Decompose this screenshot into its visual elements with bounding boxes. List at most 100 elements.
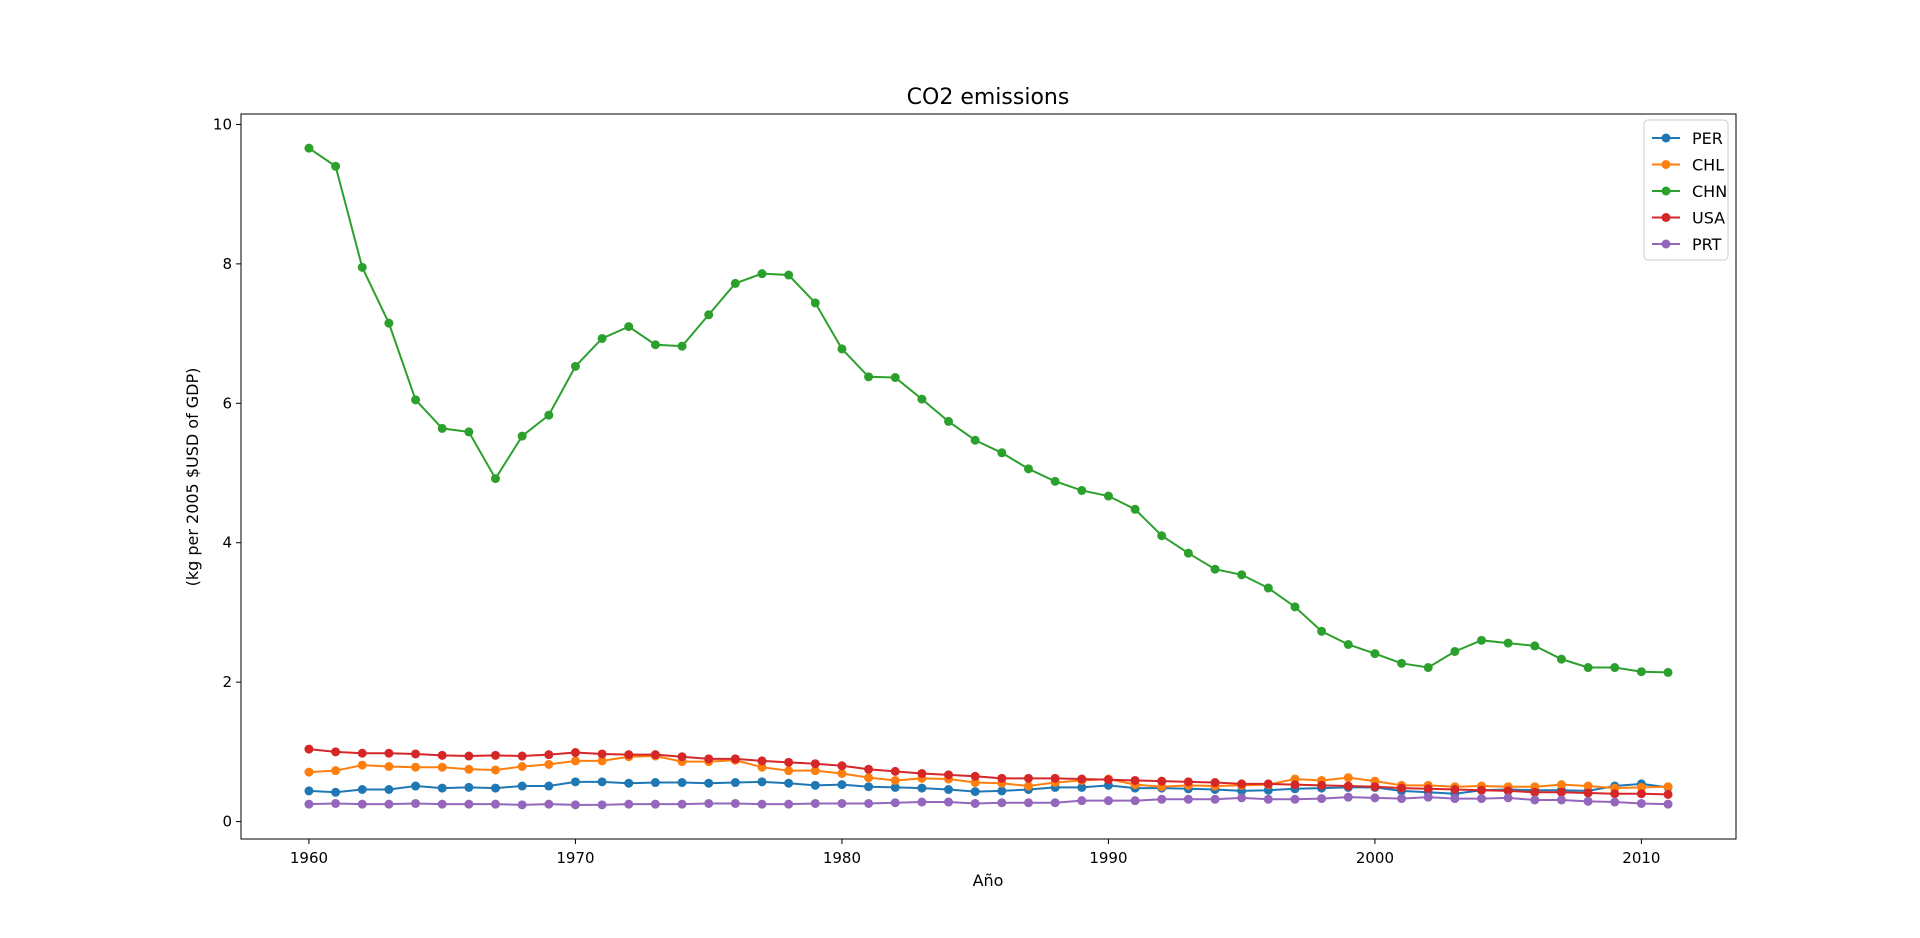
data-point-chn <box>490 474 500 484</box>
data-point-chn <box>624 322 634 332</box>
data-point-chn <box>1210 564 1220 574</box>
data-point-chn <box>384 318 394 328</box>
data-point-chl <box>970 778 980 788</box>
legend-label: PRT <box>1692 235 1722 254</box>
data-point-chl <box>490 765 500 775</box>
data-point-chl <box>464 764 474 774</box>
data-point-chn <box>357 262 367 272</box>
x-tick-label: 1980 <box>823 849 861 867</box>
data-point-chl <box>1556 780 1566 790</box>
data-point-prt <box>757 799 767 809</box>
data-point-per <box>704 778 714 788</box>
data-point-chn <box>1263 583 1273 593</box>
data-point-chl <box>357 760 367 770</box>
data-point-prt <box>517 800 527 810</box>
data-point-usa <box>1610 789 1620 799</box>
x-tick-label: 2010 <box>1622 849 1660 867</box>
data-point-prt <box>331 798 341 808</box>
series-layer <box>304 143 1673 810</box>
data-point-usa <box>784 757 794 767</box>
legend-item: CHL <box>1652 156 1724 175</box>
data-point-prt <box>1237 793 1247 803</box>
data-point-chn <box>917 394 927 404</box>
data-point-chl <box>304 767 314 777</box>
data-point-per <box>597 777 607 787</box>
data-point-chl <box>1636 782 1646 792</box>
data-point-prt <box>1103 796 1113 806</box>
data-point-prt <box>997 798 1007 808</box>
data-point-usa <box>570 748 580 758</box>
data-point-per <box>304 786 314 796</box>
data-point-prt <box>704 798 714 808</box>
data-point-chn <box>890 373 900 383</box>
data-point-chn <box>1290 602 1300 612</box>
data-point-prt <box>437 799 447 809</box>
data-point-per <box>384 785 394 795</box>
data-point-chl <box>437 762 447 772</box>
data-point-chn <box>1423 663 1433 673</box>
data-point-chn <box>1477 635 1487 645</box>
series-line-per <box>308 780 1669 795</box>
data-point-usa <box>597 749 607 759</box>
data-point-per <box>437 783 447 793</box>
x-tick-label: 1960 <box>290 849 328 867</box>
data-point-chn <box>1530 641 1540 651</box>
data-point-prt <box>677 799 687 809</box>
data-point-chn <box>650 340 660 350</box>
x-tick-label: 1970 <box>556 849 594 867</box>
y-tick-label: 6 <box>222 394 232 412</box>
data-point-usa <box>357 748 367 758</box>
data-point-usa <box>1530 787 1540 797</box>
data-point-chn <box>1397 658 1407 668</box>
series-usa <box>304 744 1673 799</box>
data-point-chl <box>864 773 874 783</box>
data-point-per <box>411 781 421 791</box>
data-point-usa <box>970 771 980 781</box>
series-prt <box>304 792 1673 810</box>
data-point-chn <box>464 427 474 437</box>
data-point-usa <box>437 750 447 760</box>
data-point-usa <box>304 744 314 754</box>
data-point-prt <box>1263 794 1273 804</box>
x-tick-label: 1990 <box>1089 849 1127 867</box>
data-point-chl <box>384 762 394 771</box>
data-point-chn <box>1636 667 1646 677</box>
data-point-usa <box>1556 787 1566 797</box>
data-point-usa <box>704 754 714 764</box>
data-point-chn <box>1343 640 1353 650</box>
y-axis-ticks: 0 2 4 6 8 10 <box>213 115 241 831</box>
data-point-usa <box>1263 779 1273 789</box>
data-point-chl <box>570 756 580 766</box>
x-axis-label: Año <box>973 871 1004 890</box>
data-point-prt <box>1477 794 1487 804</box>
legend-item: PRT <box>1652 235 1722 254</box>
data-point-usa <box>1317 780 1327 790</box>
x-tick-label: 2000 <box>1356 849 1394 867</box>
data-point-per <box>784 778 794 788</box>
data-point-usa <box>864 764 874 774</box>
data-point-usa <box>1183 777 1193 787</box>
legend-marker <box>1661 239 1671 249</box>
data-point-prt <box>304 799 314 809</box>
data-point-prt <box>1636 798 1646 808</box>
data-point-usa <box>464 751 474 761</box>
data-point-prt <box>1290 794 1300 804</box>
legend-label: CHN <box>1692 182 1727 201</box>
data-point-chn <box>1237 570 1247 580</box>
data-point-chl <box>1583 781 1593 791</box>
data-point-usa <box>331 747 341 757</box>
data-point-chl <box>1343 773 1353 783</box>
data-point-per <box>464 782 474 792</box>
data-point-per <box>757 777 767 787</box>
data-point-prt <box>544 799 554 809</box>
data-point-prt <box>864 798 874 808</box>
data-point-per <box>624 778 634 788</box>
data-point-usa <box>1210 778 1220 788</box>
data-point-usa <box>997 773 1007 783</box>
data-point-chn <box>1583 663 1593 673</box>
data-point-usa <box>1636 789 1646 799</box>
data-point-prt <box>1556 795 1566 805</box>
data-point-per <box>997 786 1007 796</box>
data-point-usa <box>411 749 421 759</box>
